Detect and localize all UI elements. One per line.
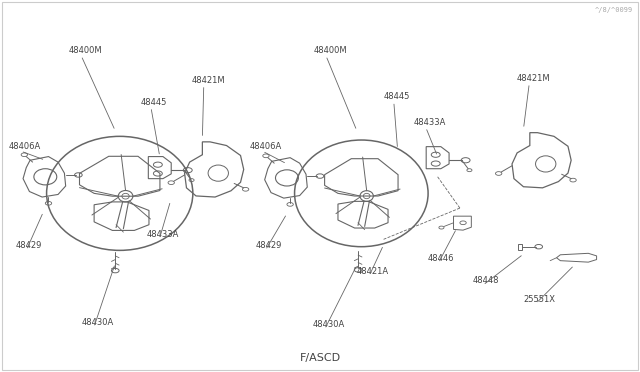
Text: 48421A: 48421A — [357, 267, 389, 276]
Text: 48446: 48446 — [428, 254, 454, 263]
Text: 48400M: 48400M — [69, 46, 102, 55]
Text: 48406A: 48406A — [8, 142, 41, 151]
Text: 48400M: 48400M — [314, 46, 348, 55]
Text: 48445: 48445 — [383, 92, 410, 101]
Text: 48421M: 48421M — [517, 74, 551, 83]
Text: 48406A: 48406A — [250, 142, 282, 151]
Text: 48429: 48429 — [16, 241, 42, 250]
Text: ^/8/^0099: ^/8/^0099 — [595, 7, 633, 13]
Text: 48433A: 48433A — [413, 118, 446, 127]
Text: 25551X: 25551X — [524, 295, 556, 304]
Text: 48448: 48448 — [472, 276, 499, 285]
Text: 48421M: 48421M — [191, 76, 225, 85]
Text: 48429: 48429 — [255, 241, 282, 250]
Text: 48445: 48445 — [141, 98, 167, 107]
Text: 48430A: 48430A — [81, 318, 114, 327]
Text: 48430A: 48430A — [312, 320, 344, 329]
Text: 48433A: 48433A — [147, 230, 179, 239]
Text: F/ASCD: F/ASCD — [300, 353, 340, 363]
